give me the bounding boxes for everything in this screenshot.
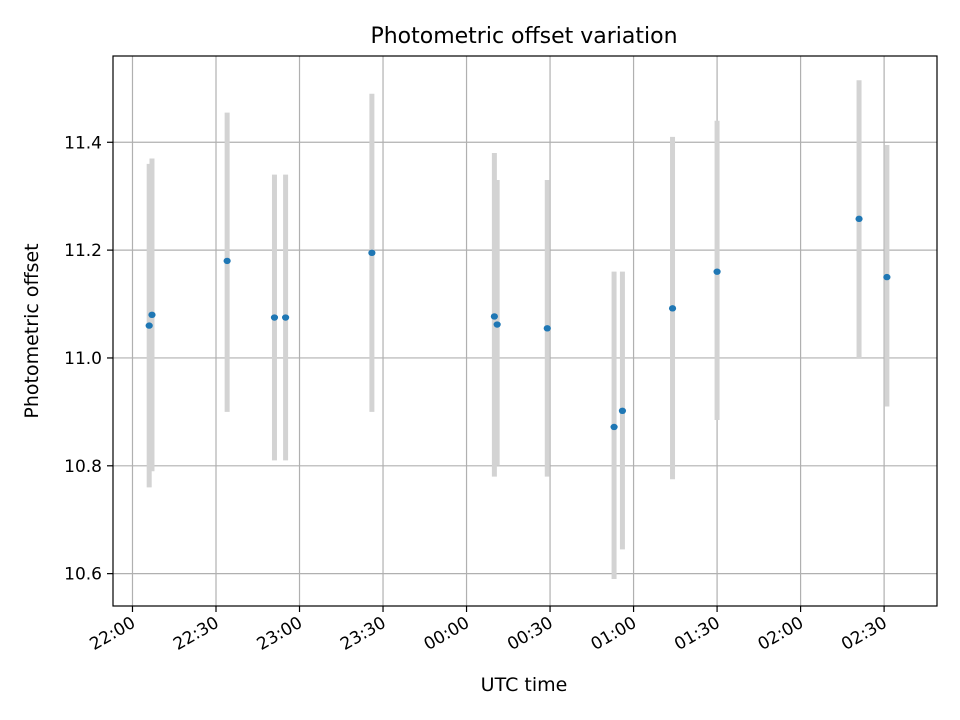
data-point [493, 321, 501, 328]
data-point [281, 314, 290, 321]
data-point [368, 249, 376, 257]
y-axis-label: Photometric offset [21, 243, 43, 418]
y-tick-label: 10.6 [64, 565, 102, 585]
x-tick-label: 00:00 [421, 613, 473, 655]
data-point [713, 268, 721, 275]
x-tick-label: 22:30 [170, 613, 222, 655]
data-point [855, 215, 863, 223]
x-tick-label: 23:30 [337, 613, 389, 655]
x-tick-label: 23:00 [254, 613, 306, 655]
data-point [270, 314, 279, 321]
x-tick-label: 02:00 [755, 613, 807, 655]
data-point [490, 313, 498, 320]
data-point [610, 423, 618, 431]
x-axis-ticks: 22:00 22:30 23:00 23:30 00:00 00:30 01:00 01:30… [87, 606, 891, 655]
data-point [668, 305, 677, 312]
y-axis-ticks: 10.6 10.8 11.0 11.2 11.4 [64, 133, 113, 585]
data-point [145, 322, 153, 329]
y-tick-label: 11.4 [64, 133, 102, 153]
x-axis-label: UTC time [481, 674, 568, 696]
x-tick-label: 22:00 [87, 613, 139, 655]
chart-title: Photometric offset variation [370, 24, 677, 49]
grid-lines [113, 56, 937, 606]
x-tick-label: 02:30 [838, 613, 890, 655]
data-point [148, 311, 156, 319]
x-tick-label: 01:00 [588, 613, 640, 655]
x-tick-label: 00:30 [504, 613, 556, 655]
x-tick-label: 01:30 [671, 613, 723, 655]
error-bars [146, 80, 890, 580]
data-point [223, 257, 231, 265]
plot-frame [112, 55, 938, 607]
data-point [883, 273, 891, 281]
data-point [543, 325, 551, 332]
data-point [618, 407, 627, 415]
data-points [145, 215, 891, 431]
y-tick-label: 10.8 [64, 457, 102, 477]
y-tick-label: 11.2 [64, 241, 102, 261]
y-tick-label: 11.0 [64, 349, 102, 369]
